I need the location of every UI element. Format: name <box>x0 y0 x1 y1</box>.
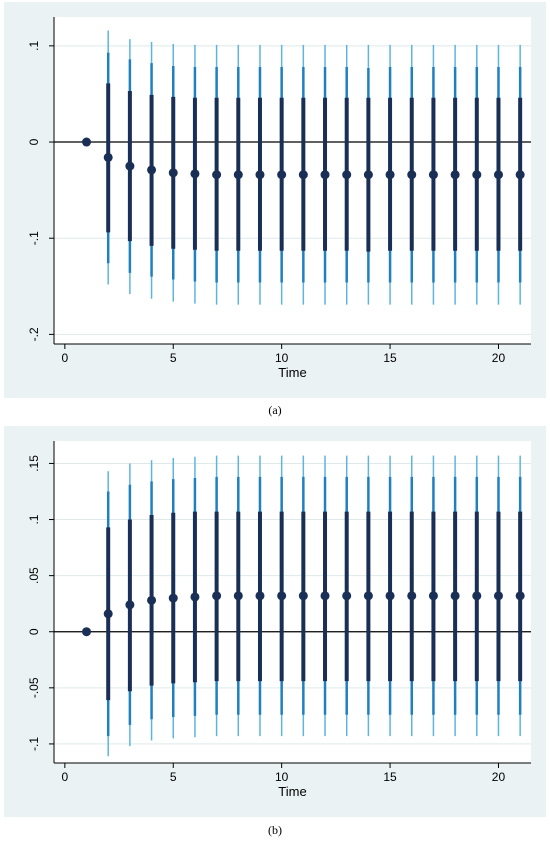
estimate-point <box>320 170 330 180</box>
y-tick-label: .15 <box>27 455 41 472</box>
estimate-point <box>277 170 287 180</box>
estimate-point <box>255 170 265 180</box>
estimate-point <box>472 591 482 601</box>
x-tick-label: 0 <box>61 351 68 365</box>
estimate-point <box>428 170 438 180</box>
estimate-point <box>342 591 352 601</box>
x-tick-label: 15 <box>383 351 397 365</box>
estimate-point <box>233 591 243 601</box>
x-tick-label: 0 <box>61 770 68 784</box>
estimate-point <box>147 165 157 175</box>
estimate-point <box>190 169 200 179</box>
estimate-point <box>385 591 395 601</box>
x-tick-label: 10 <box>275 351 289 365</box>
estimate-point <box>515 591 525 601</box>
irf-chart-a: -.2 -.1 0 .1 0 5 10 15 20 Time <box>27 17 531 380</box>
estimate-point <box>82 627 92 637</box>
estimate-point <box>103 609 113 619</box>
y-tick-label: .05 <box>27 567 41 584</box>
y-tick-label: -.2 <box>27 327 41 341</box>
plot-area <box>54 441 531 763</box>
chart-panel-b: -.1 -.05 0 .05 .1 .15 0 5 10 15 20 Time <box>4 426 546 817</box>
y-tick-label: -.1 <box>27 737 41 751</box>
estimate-point <box>212 591 222 601</box>
estimate-point <box>385 170 395 180</box>
estimate-point <box>407 591 417 601</box>
estimate-point <box>428 591 438 601</box>
estimate-point <box>103 152 113 162</box>
y-tick-label: .1 <box>27 514 41 524</box>
estimate-point <box>493 170 503 180</box>
estimate-point <box>125 600 135 610</box>
estimate-point <box>450 591 460 601</box>
estimate-point <box>472 170 482 180</box>
estimate-point <box>493 591 503 601</box>
y-tick-label: 0 <box>27 628 41 635</box>
estimate-point <box>320 591 330 601</box>
estimate-point <box>168 168 178 178</box>
x-tick-label: 15 <box>383 770 397 784</box>
estimate-point <box>190 592 200 602</box>
estimate-point <box>450 170 460 180</box>
x-tick-label: 5 <box>170 351 177 365</box>
y-tick-label: -.05 <box>27 677 41 698</box>
estimate-point <box>82 137 92 147</box>
estimate-point <box>168 593 178 603</box>
estimate-point <box>233 170 243 180</box>
x-axis-title: Time <box>278 365 306 380</box>
y-tick-label: 0 <box>27 138 41 145</box>
plot-area <box>54 17 531 344</box>
estimate-point <box>147 595 157 605</box>
estimate-point <box>363 591 373 601</box>
chart-panel-a: -.2 -.1 0 .1 0 5 10 15 20 Time <box>4 2 546 398</box>
y-tick-label: -.1 <box>27 231 41 245</box>
estimate-point <box>298 591 308 601</box>
caption-b: (b) <box>268 823 282 837</box>
estimate-point <box>407 170 417 180</box>
estimate-point <box>298 170 308 180</box>
x-tick-label: 10 <box>275 770 289 784</box>
estimate-point <box>515 170 525 180</box>
caption-a: (a) <box>268 403 282 417</box>
estimate-point <box>277 591 287 601</box>
x-tick-label: 5 <box>170 770 177 784</box>
x-axis-title: Time <box>278 784 306 799</box>
irf-chart-b: -.1 -.05 0 .05 .1 .15 0 5 10 15 20 Time <box>27 441 531 799</box>
estimate-point <box>255 591 265 601</box>
estimate-point <box>363 170 373 180</box>
estimate-point <box>125 161 135 171</box>
estimate-point <box>342 170 352 180</box>
x-tick-label: 20 <box>492 770 506 784</box>
x-tick-label: 20 <box>492 351 506 365</box>
estimate-point <box>212 170 222 180</box>
y-tick-label: .1 <box>27 41 41 51</box>
